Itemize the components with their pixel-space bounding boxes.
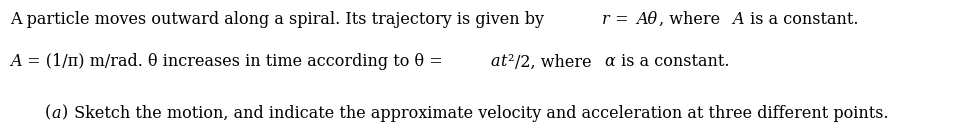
Text: A: A — [10, 53, 21, 70]
Text: is a constant.: is a constant. — [616, 53, 730, 70]
Text: t: t — [500, 53, 507, 70]
Text: a: a — [490, 53, 499, 70]
Text: A: A — [732, 11, 744, 28]
Text: is a constant.: is a constant. — [745, 11, 859, 28]
Text: α: α — [605, 53, 615, 70]
Text: A particle moves outward along a spiral. Its trajectory is given by: A particle moves outward along a spiral.… — [10, 11, 549, 28]
Text: (: ( — [45, 105, 51, 122]
Text: ²: ² — [507, 53, 514, 70]
Text: Sketch the motion, and indicate the approximate velocity and acceleration at thr: Sketch the motion, and indicate the appr… — [69, 105, 888, 122]
Text: a: a — [52, 105, 61, 122]
Text: ): ) — [62, 105, 68, 122]
Text: /2, where: /2, where — [515, 53, 596, 70]
Text: Aθ: Aθ — [636, 11, 657, 28]
Text: = (1/π) m/rad. θ increases in time according to θ =: = (1/π) m/rad. θ increases in time accor… — [22, 53, 448, 70]
Text: r: r — [602, 11, 609, 28]
Text: , where: , where — [660, 11, 726, 28]
Text: =: = — [610, 11, 634, 28]
